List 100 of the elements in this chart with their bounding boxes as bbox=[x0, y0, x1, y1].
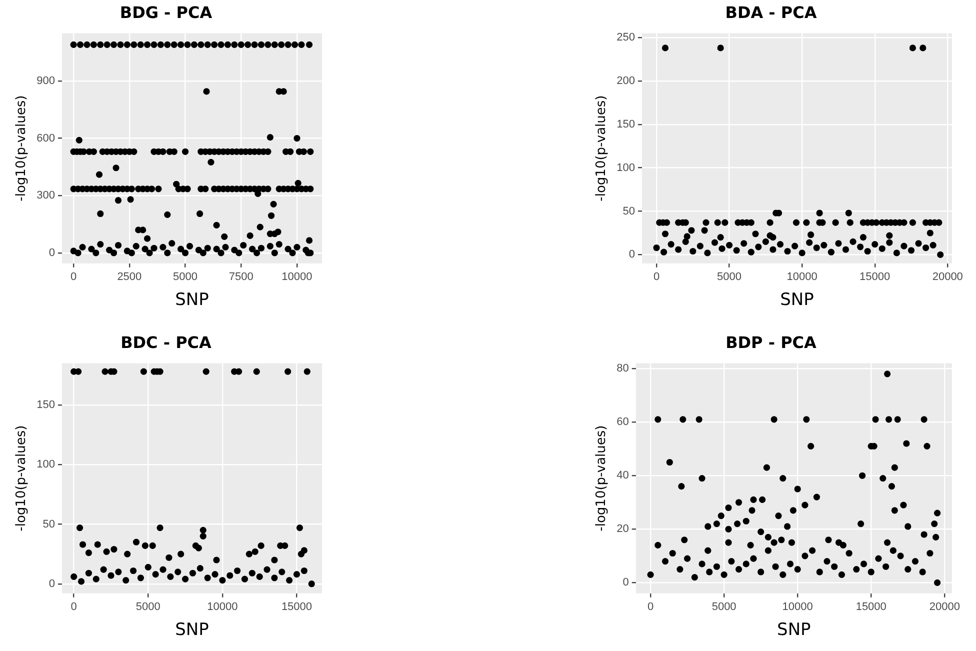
x-axis-title: SNP bbox=[780, 290, 814, 310]
point bbox=[270, 200, 277, 208]
point bbox=[186, 242, 194, 250]
point bbox=[213, 222, 220, 228]
point bbox=[764, 534, 772, 540]
point bbox=[280, 88, 287, 95]
point bbox=[160, 566, 166, 573]
point bbox=[195, 544, 202, 552]
point bbox=[114, 197, 122, 204]
point bbox=[654, 542, 662, 549]
point bbox=[76, 41, 84, 48]
point bbox=[725, 539, 732, 546]
point bbox=[278, 568, 286, 576]
point bbox=[717, 234, 724, 241]
point bbox=[912, 558, 919, 565]
y-tick-label: 150 bbox=[36, 398, 55, 411]
point bbox=[937, 251, 944, 258]
point bbox=[213, 556, 220, 564]
point bbox=[224, 41, 232, 48]
point bbox=[713, 520, 720, 528]
point bbox=[696, 242, 704, 250]
point bbox=[702, 219, 710, 226]
point bbox=[884, 539, 891, 546]
point bbox=[735, 499, 742, 506]
point bbox=[246, 232, 254, 239]
point bbox=[190, 41, 198, 48]
point bbox=[76, 524, 84, 532]
point bbox=[891, 464, 898, 471]
point bbox=[900, 242, 908, 250]
point bbox=[196, 210, 204, 218]
y-tick-label: 150 bbox=[616, 118, 635, 130]
x-axis-title: SNP bbox=[175, 620, 209, 640]
point bbox=[780, 475, 786, 482]
x-tick-label: 15000 bbox=[856, 601, 886, 614]
point bbox=[157, 41, 164, 48]
point bbox=[226, 572, 234, 579]
point bbox=[676, 566, 684, 573]
point bbox=[653, 244, 660, 252]
point bbox=[766, 219, 774, 226]
point bbox=[759, 496, 766, 504]
point bbox=[926, 230, 934, 236]
point bbox=[725, 504, 732, 512]
point bbox=[908, 247, 915, 254]
point bbox=[860, 560, 868, 568]
point bbox=[266, 242, 274, 250]
point bbox=[647, 571, 654, 578]
point bbox=[296, 524, 304, 532]
point bbox=[85, 550, 92, 556]
point bbox=[666, 458, 673, 466]
point bbox=[308, 580, 315, 588]
point bbox=[885, 416, 892, 423]
point bbox=[704, 250, 711, 256]
point bbox=[920, 416, 928, 423]
point bbox=[824, 558, 830, 565]
point bbox=[152, 571, 159, 578]
point bbox=[268, 212, 275, 219]
point bbox=[701, 227, 708, 234]
x-axis-title: SNP bbox=[175, 290, 209, 310]
point bbox=[264, 41, 272, 48]
point bbox=[748, 507, 756, 514]
point bbox=[90, 148, 97, 155]
point bbox=[298, 41, 305, 48]
point bbox=[740, 240, 748, 247]
point bbox=[202, 186, 209, 192]
point bbox=[654, 416, 662, 423]
point bbox=[878, 245, 886, 252]
point bbox=[248, 246, 256, 252]
point bbox=[146, 250, 153, 256]
point bbox=[735, 566, 742, 573]
point bbox=[835, 240, 842, 247]
point bbox=[758, 528, 764, 536]
point bbox=[307, 186, 314, 192]
point bbox=[291, 41, 298, 48]
point bbox=[920, 531, 928, 538]
point bbox=[714, 219, 721, 226]
point bbox=[842, 246, 850, 253]
point bbox=[850, 238, 856, 245]
point bbox=[875, 555, 882, 562]
point bbox=[936, 219, 942, 226]
point bbox=[884, 370, 891, 378]
point bbox=[164, 41, 171, 48]
point bbox=[294, 134, 300, 142]
point bbox=[770, 539, 778, 546]
point bbox=[264, 186, 272, 192]
point bbox=[79, 244, 86, 250]
y-tick-label: 300 bbox=[36, 190, 55, 202]
x-tick-label: 5000 bbox=[717, 271, 742, 284]
point bbox=[300, 567, 308, 574]
y-tick-label: 50 bbox=[622, 205, 635, 218]
point bbox=[252, 548, 258, 555]
point bbox=[846, 550, 852, 557]
point bbox=[246, 550, 252, 558]
point bbox=[816, 210, 823, 216]
point bbox=[808, 442, 814, 450]
point bbox=[253, 250, 260, 256]
point bbox=[300, 148, 307, 155]
point bbox=[720, 571, 728, 578]
point bbox=[750, 555, 757, 562]
point bbox=[856, 244, 864, 250]
point bbox=[274, 228, 282, 236]
